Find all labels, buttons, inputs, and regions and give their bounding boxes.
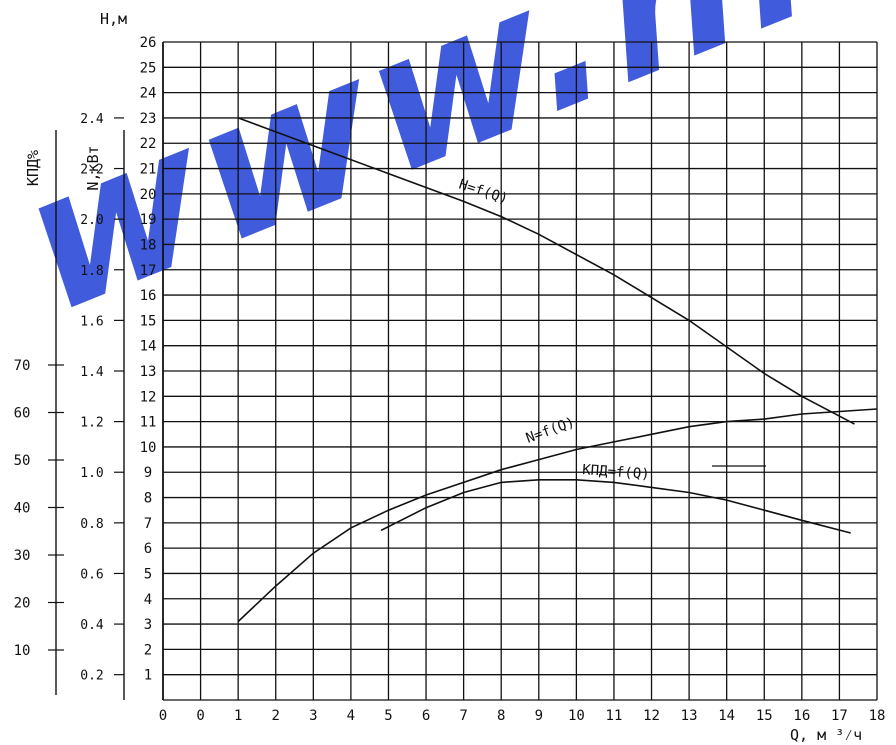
x-tick-label: 3	[309, 708, 317, 724]
chart-grid	[162, 41, 878, 701]
head-tick-label: 16	[140, 288, 157, 304]
power-tick-label: 0.8	[80, 517, 103, 532]
head-tick-label: 11	[140, 415, 157, 431]
head-tick-label: 26	[140, 35, 157, 51]
head-tick-label: 13	[140, 364, 157, 380]
head-tick-label: 25	[140, 60, 157, 76]
watermark: www.hi	[27, 0, 817, 367]
efficiency-tick-label: 60	[14, 406, 31, 422]
head-tick-label: 19	[140, 212, 157, 228]
x-tick-label: 2	[272, 708, 280, 724]
head-tick-label: 15	[140, 313, 157, 329]
efficiency-tick-label: 50	[14, 453, 31, 469]
x-tick-label: 15	[756, 708, 773, 724]
x-tick-label: 17	[831, 708, 848, 724]
head-tick-label: 1	[144, 668, 152, 684]
x-tick-label: 13	[681, 708, 698, 724]
head-tick-label: 8	[144, 491, 152, 507]
chart-axes	[48, 117, 125, 700]
x-tick-label: 16	[793, 708, 810, 724]
x-tick-label: 11	[606, 708, 623, 724]
head-tick-label: 14	[140, 339, 157, 355]
head-tick-label: 20	[140, 187, 157, 203]
series-efficiency-label: КПД=f(Q)	[582, 462, 650, 483]
power-tick-label: 1.0	[80, 466, 103, 481]
head-tick-label: 21	[140, 162, 157, 178]
efficiency-axis-title: КПД%	[24, 150, 42, 186]
power-tick-label: 2.0	[80, 213, 103, 228]
x-tick-label: 0	[196, 708, 204, 724]
efficiency-tick-label: 20	[14, 596, 31, 612]
efficiency-tick-label: 10	[14, 643, 31, 659]
power-tick-label: 0.2	[80, 669, 103, 684]
head-tick-label: 10	[140, 440, 157, 456]
head-tick-label: 2	[144, 642, 152, 658]
head-tick-label: 5	[144, 566, 152, 582]
x-tick-label: 7	[459, 708, 467, 724]
power-axis-title: N,кВт	[84, 145, 102, 190]
head-tick-label: 17	[140, 263, 157, 279]
head-tick-label: 4	[144, 592, 152, 608]
power-tick-label: 1.8	[80, 264, 103, 279]
efficiency-tick-label: 70	[14, 358, 31, 374]
power-tick-label: 1.6	[80, 314, 103, 329]
power-tick-label: 1.2	[80, 416, 103, 431]
watermark-text: www.hi	[27, 0, 817, 367]
series-power-curve	[237, 408, 878, 623]
power-tick-label: 1.4	[80, 365, 104, 380]
x-tick-label: 5	[384, 708, 392, 724]
series-efficiency-curve	[380, 479, 851, 534]
head-tick-label: 6	[144, 541, 152, 557]
head-tick-label: 23	[140, 111, 157, 127]
head-axis-title: H,м	[100, 10, 127, 28]
head-tick-label: 3	[144, 617, 152, 633]
head-tick-label: 24	[140, 86, 157, 102]
x-tick-label: 14	[718, 708, 735, 724]
x-tick-label: 10	[568, 708, 585, 724]
x-tick-label: 8	[497, 708, 505, 724]
head-tick-label: 22	[140, 136, 157, 152]
head-tick-label: 12	[140, 389, 157, 405]
power-tick-label: 0.6	[80, 567, 103, 582]
power-tick-label: 2.2	[80, 163, 103, 178]
x-tick-label: 4	[347, 708, 355, 724]
x-tick-label: 18	[869, 708, 886, 724]
efficiency-tick-label: 40	[14, 501, 31, 517]
series-head-curve	[237, 117, 855, 425]
x-tick-label: 9	[535, 708, 543, 724]
x-axis-title: Q, м ³⁄ч	[790, 726, 862, 744]
head-tick-label: 7	[144, 516, 152, 532]
power-tick-label: 2.4	[80, 112, 104, 127]
power-tick-label: 0.4	[80, 618, 104, 633]
x-tick-label: 0	[159, 708, 167, 724]
chart-curves	[237, 117, 878, 623]
series-power-label: N=f(Q)	[524, 414, 577, 446]
x-tick-label: 1	[234, 708, 242, 724]
x-tick-label: 12	[643, 708, 660, 724]
x-tick-label: 6	[422, 708, 430, 724]
head-tick-label: 9	[144, 465, 152, 481]
head-tick-label: 18	[140, 237, 157, 253]
efficiency-tick-label: 30	[14, 548, 31, 564]
